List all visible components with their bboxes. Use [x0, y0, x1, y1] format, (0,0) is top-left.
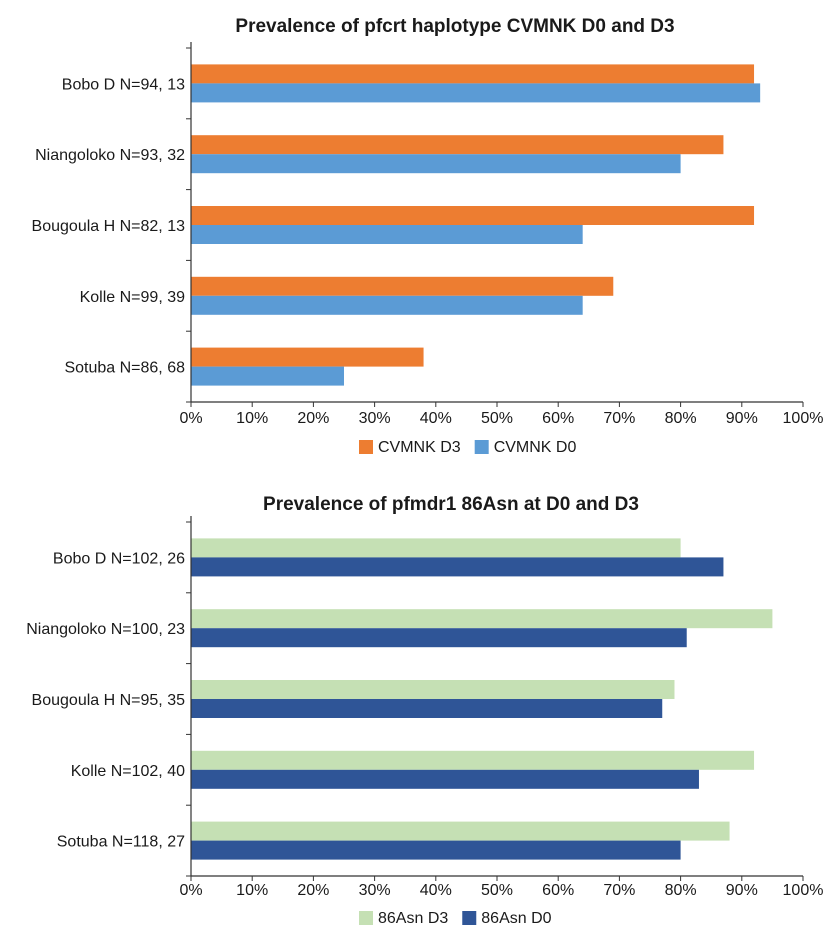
x-tick-label: 80%: [665, 410, 697, 427]
x-tick-label: 90%: [726, 410, 758, 427]
x-tick-label: 60%: [542, 882, 574, 899]
bar-86asn-d3: [191, 538, 681, 558]
x-tick-label: 100%: [783, 410, 824, 427]
bar-86asn-d0: [191, 699, 663, 718]
x-tick-label: 30%: [359, 410, 391, 427]
chart-title: Prevalence of pfcrt haplotype CVMNK D0 a…: [235, 16, 674, 37]
x-tick-label: 10%: [236, 410, 268, 427]
bar-86asn-d0: [191, 628, 687, 648]
bar-cvmnk-d3: [191, 276, 614, 296]
legend-swatch: [359, 440, 373, 454]
x-tick-label: 50%: [481, 410, 513, 427]
category-label: Bougoula H N=95, 35: [32, 692, 186, 709]
legend-swatch: [462, 911, 477, 925]
legend-label: CVMNK D3: [378, 439, 461, 456]
bar-cvmnk-d3: [191, 206, 755, 225]
bar-cvmnk-d3: [191, 347, 424, 367]
bar-86asn-d3: [191, 750, 755, 770]
bar-cvmnk-d0: [191, 83, 761, 103]
legend-label: 86Asn D3: [378, 910, 448, 927]
bar-86asn-d0: [191, 769, 699, 789]
bar-cvmnk-d0: [191, 295, 583, 315]
x-tick-label: 70%: [603, 410, 635, 427]
bar-86asn-d0: [191, 557, 724, 577]
bar-cvmnk-d0: [191, 366, 344, 386]
chart-title: Prevalence of pfmdr1 86Asn at D0 and D3: [263, 494, 639, 515]
legend-swatch: [474, 440, 489, 454]
pfcrt-chart: Prevalence of pfcrt haplotype CVMNK D0 a…: [32, 16, 824, 456]
category-label: Sotuba N=86, 68: [64, 360, 185, 377]
bar-86asn-d3: [191, 680, 675, 699]
bar-cvmnk-d3: [191, 64, 755, 84]
bar-cvmnk-d0: [191, 225, 583, 244]
x-tick-label: 10%: [236, 882, 268, 899]
legend-label: CVMNK D0: [494, 439, 577, 456]
x-tick-label: 40%: [420, 410, 452, 427]
x-tick-label: 70%: [603, 882, 635, 899]
category-label: Bobo D N=102, 26: [53, 550, 185, 567]
x-tick-label: 80%: [665, 882, 697, 899]
category-label: Bougoula H N=82, 13: [32, 218, 186, 235]
bar-86asn-d0: [191, 840, 681, 860]
x-tick-label: 0%: [179, 882, 202, 899]
category-label: Niangoloko N=93, 32: [35, 147, 185, 164]
x-tick-label: 0%: [179, 410, 202, 427]
legend-swatch: [359, 911, 373, 925]
bar-cvmnk-d0: [191, 154, 681, 174]
bar-86asn-d3: [191, 609, 773, 629]
x-tick-label: 30%: [359, 882, 391, 899]
legend-label: 86Asn D0: [481, 910, 551, 927]
x-tick-label: 90%: [726, 882, 758, 899]
x-tick-label: 20%: [297, 410, 329, 427]
category-label: Kolle N=99, 39: [80, 289, 186, 306]
x-tick-label: 40%: [420, 882, 452, 899]
category-label: Niangoloko N=100, 23: [26, 621, 185, 638]
x-tick-label: 50%: [481, 882, 513, 899]
x-tick-label: 60%: [542, 410, 574, 427]
x-tick-label: 20%: [297, 882, 329, 899]
category-label: Kolle N=102, 40: [71, 763, 185, 780]
pfmdr1-chart: Prevalence of pfmdr1 86Asn at D0 and D3 …: [26, 494, 823, 927]
category-label: Sotuba N=118, 27: [57, 834, 185, 851]
x-tick-label: 100%: [783, 882, 824, 899]
bar-86asn-d3: [191, 821, 730, 841]
bar-cvmnk-d3: [191, 135, 724, 155]
category-label: Bobo D N=94, 13: [62, 76, 185, 93]
